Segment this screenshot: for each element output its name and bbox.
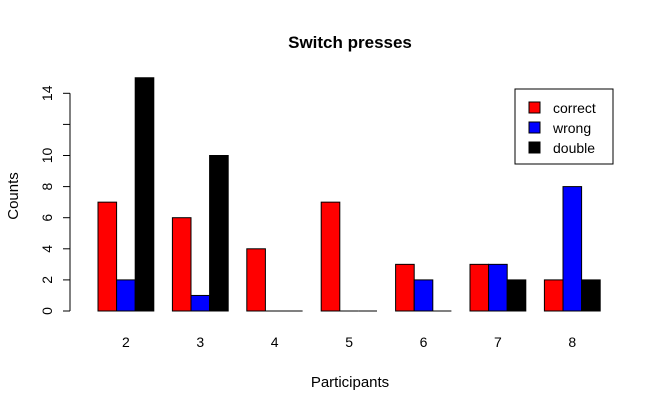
x-tick-label: 4 [271,334,279,350]
bar-double-8 [581,279,601,312]
x-tick-label: 8 [568,334,576,350]
x-tick-label: 2 [122,334,130,350]
legend-swatch-wrong [528,121,541,134]
y-tick-label: 6 [39,214,55,222]
bar-wrong-7 [488,263,508,312]
x-axis-ticks: 2 3 4 5 6 7 8 [122,334,576,350]
legend-swatch-correct [528,101,541,114]
bar-wrong-8 [562,186,583,312]
bar-double-2 [134,77,155,312]
x-tick-label: 6 [420,334,428,350]
bar-double-7 [506,279,527,312]
chart-title: Switch presses [288,33,412,52]
bar-correct-4 [246,248,266,312]
legend-label-double: double [553,140,595,156]
y-tick-label: 14 [39,85,55,101]
bar-wrong-2 [116,279,136,312]
bar-correct-2 [97,201,118,312]
bar-wrong-3 [190,294,211,312]
y-tick-label: 2 [39,276,55,284]
bar-correct-6 [395,263,415,312]
y-tick-label: 10 [39,148,55,164]
x-tick-label: 7 [494,334,502,350]
legend-label-correct: correct [553,100,596,116]
x-tick-label: 3 [196,334,204,350]
x-axis-label: Participants [311,374,389,391]
bars [97,77,601,312]
bar-correct-8 [543,279,564,312]
bar-correct-3 [171,217,192,312]
bar-double-3 [209,155,229,312]
legend-label-wrong: wrong [552,120,591,136]
bar-correct-7 [469,263,490,312]
y-tick-label: 0 [39,307,55,315]
y-tick-label: 4 [39,245,55,253]
legend: correct wrong double [514,88,614,165]
bar-correct-5 [320,201,341,312]
legend-swatch-double [528,141,541,154]
y-tick-label: 8 [39,182,55,190]
bar-wrong-6 [413,279,434,312]
y-axis: 0 2 4 6 8 10 14 [39,85,71,315]
x-tick-label: 5 [345,334,353,350]
y-axis-label: Counts [5,172,22,220]
